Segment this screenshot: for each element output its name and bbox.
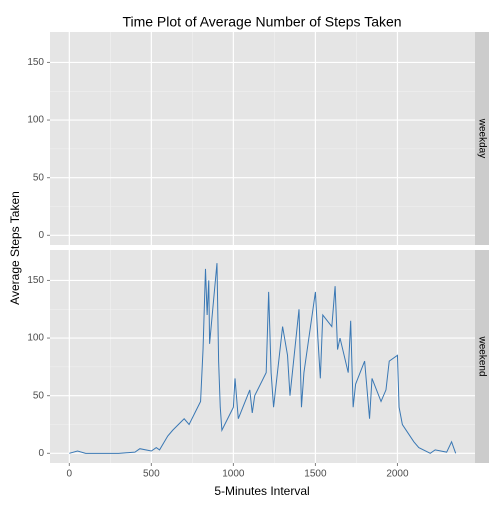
y-tick-label: 50 [33,172,45,183]
x-tick-label: 500 [143,469,160,480]
y-tick-label: 150 [27,275,44,286]
y-tick-label: 0 [38,230,44,241]
facet-strip [475,32,489,245]
x-axis-label: 5-Minutes Interval [214,484,309,498]
facet-label: weekend [476,335,487,376]
x-tick-label: 1500 [304,469,327,480]
line-series [69,263,457,454]
panel-background [50,250,475,463]
y-tick-label: 150 [27,57,44,68]
y-tick-label: 0 [38,448,44,459]
y-tick-label: 100 [27,333,44,344]
facet-label: weekday [476,118,487,158]
y-tick-label: 100 [27,115,44,126]
facet-strip [475,250,489,463]
x-tick-label: 1000 [222,469,245,480]
y-axis-label: Average Steps Taken [8,191,22,305]
chart-title: Time Plot of Average Number of Steps Tak… [122,14,401,30]
x-tick-label: 2000 [386,469,409,480]
panel-background [50,32,475,245]
x-tick-label: 0 [67,469,73,480]
y-tick-label: 50 [33,390,45,401]
